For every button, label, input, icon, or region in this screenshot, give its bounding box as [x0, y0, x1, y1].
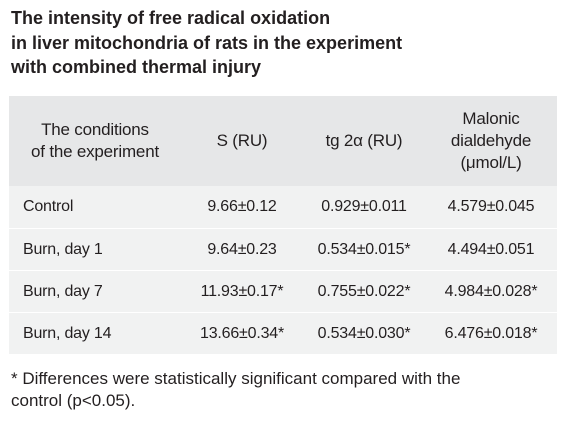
- cell-s: 13.66±0.34*: [200, 324, 284, 342]
- cell-condition: Burn, day 1: [23, 240, 103, 258]
- cell-s: 9.66±0.12: [207, 198, 277, 215]
- footnote-line-1: * Differences were statistically signifi…: [11, 369, 461, 388]
- cell-mda: 4.494±0.051: [447, 240, 535, 258]
- header-malonic-dialdehyde: Malonic dialdehyde (μmol/L): [425, 96, 557, 186]
- table-header: The conditions of the experiment S (RU) …: [9, 96, 557, 186]
- cell-s: 11.93±0.17*: [200, 282, 284, 300]
- title-line-3: with combined thermal injury: [11, 57, 262, 77]
- table-title: The intensity of free radical oxidation …: [11, 6, 561, 80]
- table-row: Burn, day 14 13.66±0.34* 0.534±0.030* 6.…: [9, 312, 557, 354]
- header-s: S (RU): [216, 131, 268, 150]
- cell-tg2a: 0.534±0.015*: [317, 240, 411, 258]
- cell-tg2a: 0.534±0.030*: [317, 324, 411, 342]
- table-body: Control 9.66±0.12 0.929±0.011 4.579±0.04…: [9, 186, 557, 354]
- cell-tg2a: 0.755±0.022*: [317, 282, 411, 300]
- title-line-1: The intensity of free radical oxidation: [11, 8, 331, 28]
- header-mda-line-1: Malonic: [462, 109, 520, 128]
- footnote-line-2: control (p<0.05).: [11, 391, 136, 410]
- cell-condition: Burn, day 14: [23, 324, 112, 342]
- header-conditions: The conditions of the experiment: [9, 96, 181, 186]
- header-mda-line-3: (μmol/L): [460, 153, 522, 172]
- header-conditions-line-1: The conditions: [41, 120, 149, 139]
- data-table: The conditions of the experiment S (RU) …: [9, 96, 557, 354]
- cell-mda: 4.984±0.028*: [444, 282, 538, 300]
- title-line-2: in liver mitochondria of rats in the exp…: [11, 32, 403, 53]
- cell-mda: 4.579±0.045: [447, 198, 535, 215]
- table-row: Burn, day 1 9.64±0.23 0.534±0.015* 4.494…: [9, 228, 557, 270]
- cell-mda: 6.476±0.018*: [444, 324, 538, 342]
- header-conditions-line-2: of the experiment: [31, 142, 159, 161]
- table-footnote: * Differences were statistically signifi…: [11, 368, 561, 412]
- header-mda-line-2: dialdehyde: [450, 131, 532, 150]
- table-row: Control 9.66±0.12 0.929±0.011 4.579±0.04…: [9, 186, 557, 228]
- cell-condition: Control: [23, 198, 74, 215]
- header-tg2a: tg 2α (RU): [325, 131, 403, 150]
- table-row: Burn, day 7 11.93±0.17* 0.755±0.022* 4.9…: [9, 270, 557, 312]
- cell-condition: Burn, day 7: [23, 282, 103, 300]
- cell-s: 9.64±0.23: [207, 240, 277, 258]
- cell-tg2a: 0.929±0.011: [321, 198, 407, 215]
